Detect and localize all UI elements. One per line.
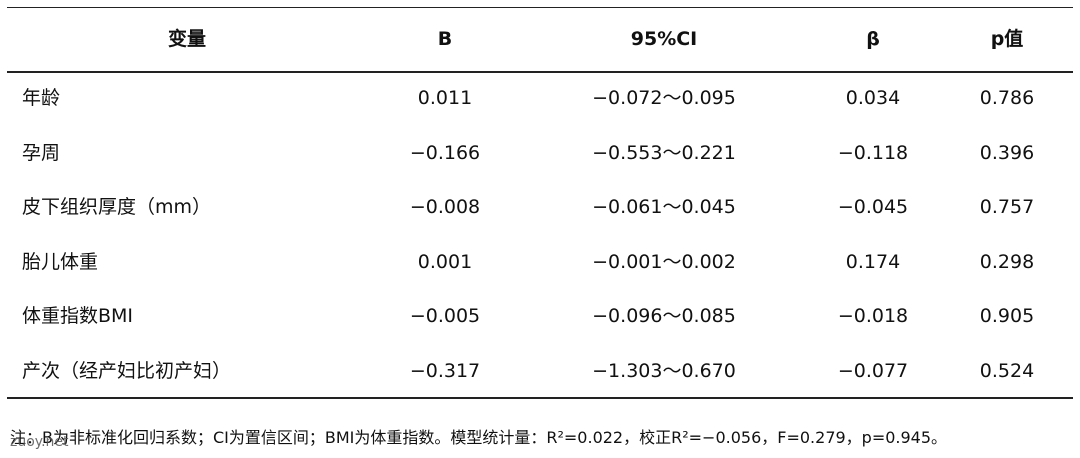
table-cell: 0.786: [979, 87, 1035, 109]
table-cell: 0.174: [845, 250, 901, 273]
table-cell: 体重指数BMI: [22, 305, 134, 328]
table-cell: 0.001: [417, 250, 473, 273]
table-cell: −1.303～0.670: [592, 360, 736, 382]
table-cell: −0.072～0.095: [592, 87, 736, 109]
table-cell: −0.166: [409, 141, 481, 164]
header-cell: p值: [990, 28, 1024, 50]
table-cell: 年龄: [22, 87, 61, 109]
header-cell: 变量: [167, 28, 207, 50]
table-cell: 胎儿体重: [22, 250, 99, 273]
note: 注：B为非标准化回归系数；CI为置信区间；BMI为体重指数。模型统计量：R²=0…: [10, 428, 948, 447]
table-cell: −0.061～0.045: [592, 196, 736, 219]
table-cell: 皮下组织厚度（mm）: [22, 196, 212, 219]
header-rule: [7, 71, 1073, 73]
table-cell: 0.524: [979, 360, 1035, 382]
table-cell: −0.005: [409, 305, 481, 328]
header-cell: 95%CI: [630, 28, 698, 50]
header-cell: β: [866, 28, 880, 50]
table-cell: 0.034: [845, 87, 901, 109]
table-cell: 孕周: [22, 141, 61, 164]
table-cell: −0.045: [837, 196, 909, 219]
table-cell: 0.757: [979, 196, 1035, 219]
table-cell: −0.077: [837, 360, 909, 382]
table-cell: 0.905: [979, 305, 1035, 328]
table-cell: −0.001～0.002: [592, 250, 736, 273]
table-cell: 产次（经产妇比初产妇）: [22, 360, 232, 382]
watermark: zuoy.net: [10, 434, 69, 450]
header-cell: B: [437, 28, 453, 50]
table-cell: 0.011: [417, 87, 473, 109]
table-cell: −0.008: [409, 196, 481, 219]
table-cell: −0.096～0.085: [592, 305, 736, 328]
table-cell: 0.298: [979, 250, 1035, 273]
top-rule: [7, 7, 1073, 8]
table-cell: −0.118: [837, 141, 909, 164]
table-cell: −0.018: [837, 305, 909, 328]
table-cell: −0.553～0.221: [592, 141, 736, 164]
bottom-rule: [7, 397, 1073, 399]
table-cell: −0.317: [409, 360, 481, 382]
table-cell: 0.396: [979, 141, 1035, 164]
